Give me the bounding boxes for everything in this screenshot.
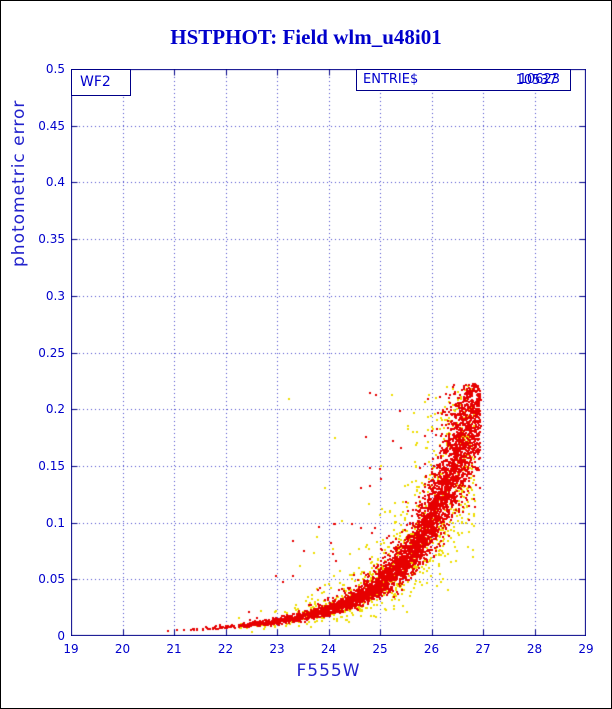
- y-tick-label: 0.15: [38, 458, 65, 473]
- x-tick-label: 26: [423, 642, 440, 656]
- x-tick-label: 22: [217, 642, 234, 656]
- x-tick-label: 20: [114, 642, 131, 656]
- entries-value: 10623: [518, 72, 560, 87]
- page-title: HSTPHOT: Field wlm_u48i01: [170, 25, 442, 49]
- y-tick-label: 0.35: [38, 232, 65, 247]
- y-tick-label: 0.45: [38, 118, 65, 133]
- entries-value-overlay: 10537: [515, 73, 557, 88]
- x-tick-label: 25: [372, 642, 388, 656]
- x-tick-label: 24: [320, 642, 337, 656]
- x-tick-label: 28: [526, 642, 543, 656]
- x-tick-label: 19: [63, 642, 79, 656]
- x-tick-label: 21: [166, 642, 182, 656]
- entries-label: ENTRIE$: [363, 72, 419, 87]
- y-tick-label: 0.2: [45, 402, 65, 417]
- y-tick-label: 0.25: [38, 345, 65, 360]
- scatter-canvas: [71, 69, 586, 636]
- x-tick-label: 27: [475, 642, 491, 656]
- y-tick-label: 0.1: [45, 515, 65, 530]
- y-tick-label: 0.4: [45, 175, 65, 190]
- x-tick-label: 29: [578, 642, 594, 656]
- y-tick-label: 0: [57, 629, 65, 643]
- detector-label-box: WF2: [71, 69, 131, 96]
- y-tick-label: 0.5: [45, 62, 65, 76]
- y-tick-label: 0.3: [45, 288, 65, 303]
- y-tick-label: 0.05: [38, 572, 65, 587]
- entries-box: ENTRIE$ 10623 10537: [356, 69, 571, 91]
- x-axis-label: F555W: [296, 661, 361, 681]
- x-tick-label: 23: [269, 642, 285, 656]
- detector-label: WF2: [80, 74, 111, 90]
